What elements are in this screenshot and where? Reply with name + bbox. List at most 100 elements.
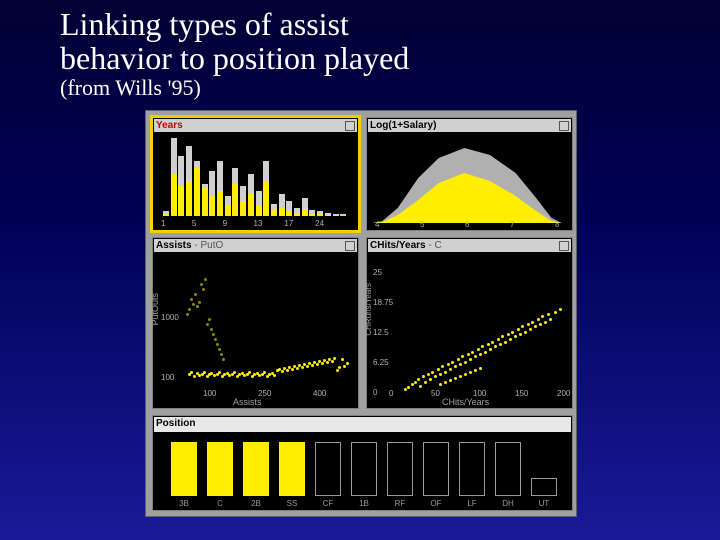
scatter-point (346, 362, 349, 365)
years-bar-fg (263, 181, 269, 216)
scatter-point (547, 313, 550, 316)
scatter-point (321, 362, 324, 365)
scatter-point (511, 331, 514, 334)
scatter-point (514, 335, 517, 338)
position-bar[interactable] (387, 442, 413, 496)
position-bar[interactable] (243, 442, 269, 496)
title-line-1: Linking types of assist (60, 6, 349, 42)
salary-panel[interactable]: Log(1+Salary) 45678 (366, 117, 573, 231)
scatter-point (192, 303, 195, 306)
scatter-point (333, 357, 336, 360)
position-label: SS (279, 499, 305, 508)
position-bar[interactable] (423, 442, 449, 496)
scatter-point (447, 363, 450, 366)
scatter-point (208, 318, 211, 321)
chits-ytick: 0 (373, 388, 377, 397)
scatter-point (204, 278, 207, 281)
scatter-point (474, 369, 477, 372)
position-bar[interactable] (531, 478, 557, 496)
scatter-point (444, 371, 447, 374)
scatter-point (451, 361, 454, 364)
scatter-point (549, 318, 552, 321)
years-xtick: 17 (284, 219, 293, 228)
position-panel[interactable]: Position 3BC2BSSCF1BRFOFLFDHUT (152, 415, 573, 511)
panel-menu-icon[interactable] (341, 120, 355, 131)
scatter-point (524, 331, 527, 334)
assists-panel-title: Assists - PutO (154, 239, 357, 252)
scatter-point (218, 371, 221, 374)
scatter-point (479, 353, 482, 356)
scatter-point (491, 341, 494, 344)
scatter-point (316, 363, 319, 366)
scatter-point (461, 355, 464, 358)
position-bar[interactable] (495, 442, 521, 496)
scatter-point (422, 375, 425, 378)
chits-xtick: 200 (557, 389, 570, 398)
scatter-point (519, 333, 522, 336)
panel-menu-icon[interactable] (555, 120, 569, 131)
scatter-point (190, 298, 193, 301)
years-bar-fg (279, 208, 285, 216)
assists-ytick: 100 (161, 373, 174, 382)
scatter-point (494, 345, 497, 348)
panel-menu-icon[interactable] (555, 240, 569, 251)
title-line-2: behavior to position played (60, 40, 409, 76)
slide-title: Linking types of assist behavior to posi… (0, 0, 720, 75)
assists-xtick: 100 (203, 389, 216, 398)
scatter-point (534, 325, 537, 328)
scatter-point (220, 353, 223, 356)
scatter-point (431, 371, 434, 374)
salary-xtick: 6 (465, 220, 469, 229)
position-bar[interactable] (171, 442, 197, 496)
years-bar-fg (271, 210, 277, 216)
scatter-point (487, 343, 490, 346)
scatter-point (429, 378, 432, 381)
position-bar[interactable] (459, 442, 485, 496)
position-bar[interactable] (351, 442, 377, 496)
chits-panel[interactable]: CHits/Years - C CHRuns/Years CHits/Years… (366, 237, 573, 409)
scatter-point (273, 374, 276, 377)
salary-panel-title: Log(1+Salary) (368, 119, 571, 132)
assists-xlabel: Assists (233, 397, 262, 407)
position-bar[interactable] (315, 442, 341, 496)
assists-ylabel: PutOuts (150, 293, 160, 326)
scatter-point (202, 288, 205, 291)
years-bar-fg (163, 214, 169, 216)
years-xtick: 9 (223, 219, 227, 228)
scatter-point (489, 348, 492, 351)
position-bar[interactable] (279, 442, 305, 496)
scatter-point (479, 367, 482, 370)
chits-ytick: 6.25 (373, 358, 389, 367)
years-xtick: 5 (192, 219, 196, 228)
position-label: CF (315, 499, 341, 508)
years-bar-fg (202, 188, 208, 216)
chits-ylabel: CHRuns/Years (364, 283, 373, 336)
scatter-point (186, 313, 189, 316)
scatter-point (218, 348, 221, 351)
position-chart: 3BC2BSSCF1BRFOFLFDHUT (153, 433, 572, 510)
panel-menu-icon[interactable] (341, 240, 355, 251)
scatter-point (449, 368, 452, 371)
scatter-point (481, 345, 484, 348)
years-panel-title: Years (154, 119, 357, 132)
assists-panel[interactable]: Assists - PutO PutOuts Assists 100100010… (152, 237, 359, 409)
years-bar-fg (171, 174, 177, 216)
years-bar-fg (186, 181, 192, 216)
position-bar[interactable] (207, 442, 233, 496)
position-label: LF (459, 499, 485, 508)
position-label: 3B (171, 499, 197, 508)
years-xtick: 13 (254, 219, 263, 228)
scatter-point (471, 351, 474, 354)
scatter-point (469, 358, 472, 361)
years-bar-fg (248, 194, 254, 216)
scatter-point (509, 338, 512, 341)
chits-chart: CHRuns/Years CHits/Years 06.2512.518.752… (367, 253, 572, 408)
years-panel[interactable]: Years 159131724 (152, 117, 359, 231)
slide-subtitle: (from Wills '95) (0, 75, 720, 105)
salary-chart: 45678 (367, 133, 572, 230)
chits-ytick: 12.5 (373, 328, 389, 337)
scatter-point (296, 367, 299, 370)
years-bar-fg (256, 206, 262, 216)
scatter-point (521, 325, 524, 328)
chits-ytick: 18.75 (373, 298, 393, 307)
